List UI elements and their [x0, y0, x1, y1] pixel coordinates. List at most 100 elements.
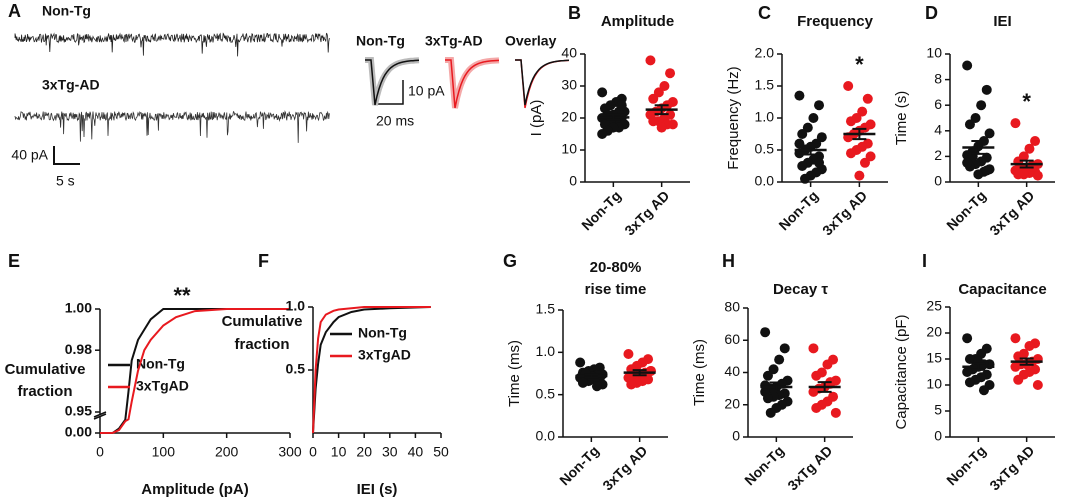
raw-trace — [14, 110, 330, 143]
data-point — [597, 129, 608, 139]
cdf-line — [312, 306, 431, 434]
y-axis-label: Cumulative — [5, 361, 86, 378]
error-bar — [584, 373, 599, 379]
y-tick-label: 0.5 — [536, 385, 556, 401]
panel-letter: A — [8, 1, 21, 21]
data-point — [808, 343, 819, 354]
data-point — [811, 402, 822, 413]
x-tick-label: Non-Tg — [943, 442, 989, 488]
error-bar — [1019, 159, 1034, 169]
x-tick-label: 0 — [96, 444, 104, 460]
x-tick-label: 30 — [382, 444, 398, 460]
data-point — [962, 333, 973, 344]
data-point — [973, 169, 984, 180]
error-bar — [803, 144, 818, 156]
chart-title: Capacitance — [958, 281, 1046, 298]
data-point — [591, 381, 602, 392]
error-bar — [817, 381, 832, 393]
cdf-line — [312, 306, 431, 434]
y-tick-label: 4 — [934, 122, 942, 138]
panel-letter: H — [722, 251, 735, 271]
data-point — [964, 377, 975, 388]
data-point — [962, 367, 973, 377]
y-tick-label: 10 — [926, 376, 942, 392]
panel-letter: E — [8, 251, 20, 271]
data-point — [1032, 170, 1043, 181]
avg-trace — [515, 59, 570, 106]
y-tick-label: 5 — [934, 402, 942, 418]
error-bar — [852, 127, 867, 141]
data-point — [830, 407, 841, 418]
data-point — [577, 377, 588, 388]
data-point — [762, 393, 773, 404]
legend-label: 3xTgAD — [358, 347, 411, 363]
scale-label: 5 s — [56, 173, 75, 189]
x-tick-label: 300 — [278, 444, 302, 460]
data-point — [774, 354, 785, 365]
error-bar — [971, 362, 986, 371]
data-point — [575, 357, 586, 368]
data-point — [808, 113, 819, 123]
data-point — [665, 68, 676, 79]
x-tick-label: 20 — [356, 444, 372, 460]
error-bar — [769, 381, 784, 393]
y-tick-label: 1.0 — [536, 343, 556, 359]
x-tick-label: 200 — [215, 444, 239, 460]
data-point — [1024, 341, 1035, 351]
data-point — [862, 93, 873, 104]
legend-label: Non-Tg — [358, 325, 407, 341]
x-tick-label: Non-Tg — [741, 442, 787, 488]
x-tick-label: Non-Tg — [578, 187, 624, 233]
scale-label: 20 ms — [376, 113, 414, 129]
data-point — [1024, 143, 1035, 154]
data-point — [797, 161, 808, 171]
y-tick-label: 40 — [561, 45, 577, 61]
x-axis-label: IEI (s) — [357, 481, 398, 498]
data-point — [797, 129, 808, 139]
y-tick-label: 20 — [561, 109, 577, 125]
panel-letter: C — [758, 3, 771, 23]
data-point — [1010, 361, 1021, 372]
legend-label: Non-Tg — [136, 356, 185, 372]
annotation: * — [1022, 89, 1031, 114]
data-point — [859, 157, 870, 168]
data-point — [845, 148, 856, 159]
x-tick-label: 0 — [309, 444, 317, 460]
data-point — [981, 165, 992, 176]
y-axis-label: Time (ms) — [691, 339, 708, 406]
y-tick-label: 2.0 — [755, 45, 775, 61]
data-point — [962, 157, 973, 168]
data-point — [854, 170, 865, 181]
y-axis-label: Time (ms) — [506, 340, 523, 407]
data-point — [760, 327, 771, 338]
data-point — [845, 116, 856, 127]
data-point — [978, 385, 989, 396]
y-tick-label: 0.00 — [65, 424, 92, 440]
y-tick-label: 2 — [934, 147, 942, 163]
panel-letter: B — [568, 3, 581, 23]
data-point — [648, 93, 659, 104]
chart-title: Decay τ — [773, 281, 828, 298]
y-axis-label: Time (s) — [893, 91, 910, 145]
scale-label: 40 pA — [11, 147, 48, 163]
data-point — [645, 55, 656, 66]
data-point — [794, 138, 805, 149]
x-tick-label: 3xTg AD — [819, 187, 870, 238]
x-tick-label: 100 — [152, 444, 176, 460]
data-point — [648, 116, 659, 127]
avg-trace — [365, 59, 420, 106]
chart-title: IEI — [993, 13, 1011, 30]
y-tick-label: 1.0 — [286, 298, 306, 314]
data-point — [779, 343, 790, 354]
y-tick-label: 1.00 — [65, 300, 92, 316]
x-tick-label: 40 — [408, 444, 424, 460]
data-point — [814, 157, 825, 168]
y-tick-label: 0.5 — [286, 361, 306, 377]
trace-label: 3xTg-AD — [42, 77, 100, 93]
y-tick-label: 1.5 — [536, 301, 556, 317]
y-axis-label: fraction — [234, 336, 289, 353]
x-tick-label: 10 — [331, 444, 347, 460]
y-tick-label: 20 — [724, 395, 740, 411]
error-bar — [1019, 357, 1034, 366]
